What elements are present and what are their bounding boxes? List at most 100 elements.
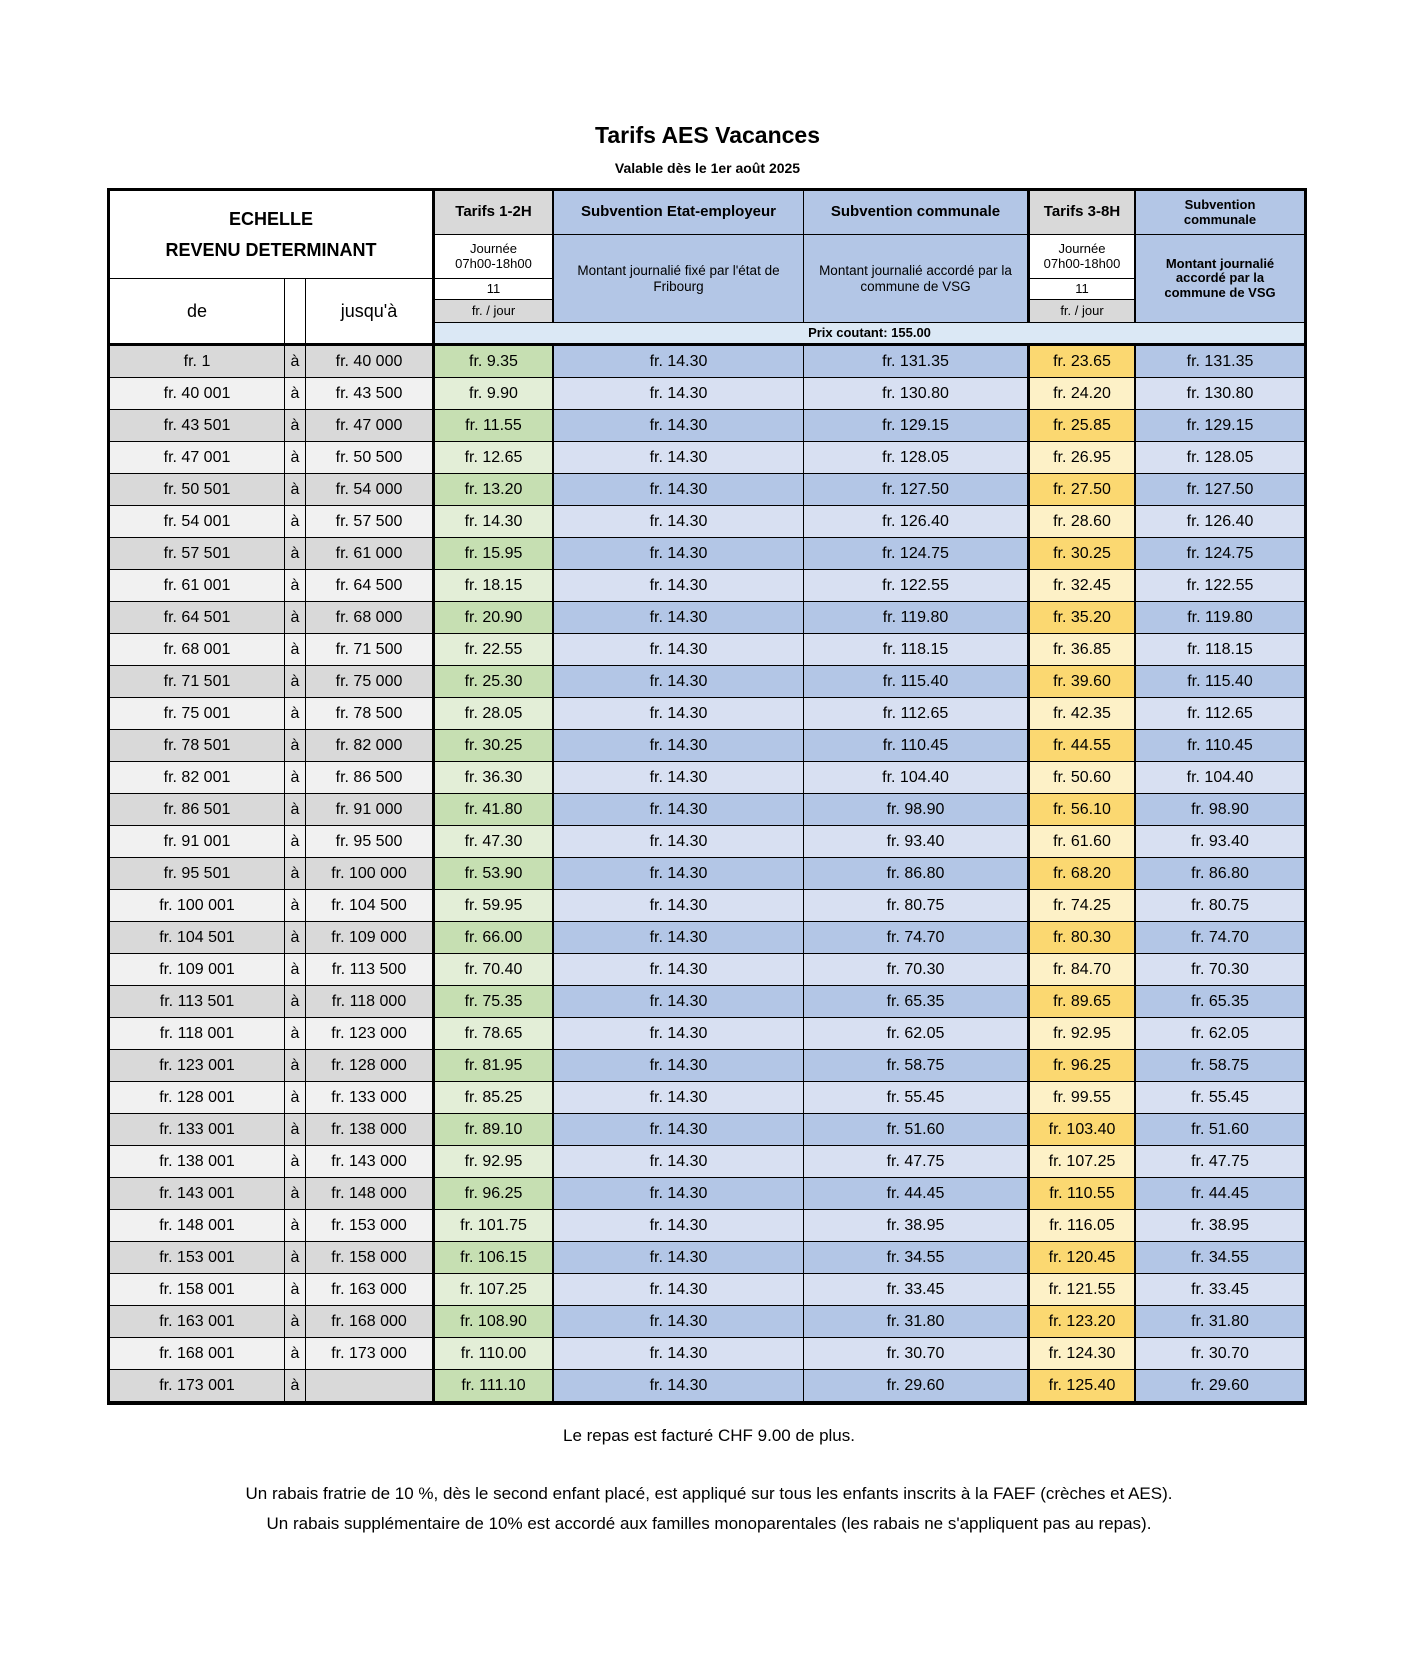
cell-jusqua: fr. 91 000	[306, 794, 433, 826]
cell-tarif-1-2h: fr. 14.30	[433, 506, 554, 538]
cell-tarif-3-8h: fr. 26.95	[1028, 442, 1136, 474]
cell-tarif-1-2h: fr. 47.30	[433, 826, 554, 858]
cell-tarif-1-2h: fr. 12.65	[433, 442, 554, 474]
cell-subvention-communale: fr. 51.60	[804, 1114, 1028, 1146]
subheader-unit-2: fr. / jour	[1028, 300, 1136, 323]
cell-subvention-communale: fr. 58.75	[804, 1050, 1028, 1082]
cell-tarif-1-2h: fr. 89.10	[433, 1114, 554, 1146]
cell-subvention-etat: fr. 14.30	[554, 1210, 804, 1242]
cell-jusqua: fr. 95 500	[306, 826, 433, 858]
cell-de: fr. 95 501	[110, 858, 285, 890]
cell-tarif-1-2h: fr. 53.90	[433, 858, 554, 890]
cell-de: fr. 47 001	[110, 442, 285, 474]
cell-jusqua: fr. 138 000	[306, 1114, 433, 1146]
cell-subvention-communale: fr. 31.80	[804, 1306, 1028, 1338]
cell-tarif-3-8h: fr. 50.60	[1028, 762, 1136, 794]
cell-de: fr. 1	[110, 346, 285, 378]
cell-separator: à	[285, 506, 306, 538]
cell-tarif-1-2h: fr. 15.95	[433, 538, 554, 570]
subheader-montant-commune-2: Montant journalié accordé par la commune…	[1136, 235, 1304, 323]
cell-separator: à	[285, 890, 306, 922]
cell-de: fr. 173 001	[110, 1370, 285, 1402]
cell-jusqua: fr. 43 500	[306, 378, 433, 410]
cell-de: fr. 78 501	[110, 730, 285, 762]
cell-tarif-3-8h: fr. 32.45	[1028, 570, 1136, 602]
cell-separator: à	[285, 1338, 306, 1370]
cell-de: fr. 50 501	[110, 474, 285, 506]
cell-tarif-1-2h: fr. 107.25	[433, 1274, 554, 1306]
cell-subvention-etat: fr. 14.30	[554, 1242, 804, 1274]
cell-subvention-communale: fr. 55.45	[804, 1082, 1028, 1114]
cell-subvention-etat: fr. 14.30	[554, 1146, 804, 1178]
cell-tarif-3-8h: fr. 35.20	[1028, 602, 1136, 634]
cell-tarif-1-2h: fr. 78.65	[433, 1018, 554, 1050]
cell-subvention-etat: fr. 14.30	[554, 346, 804, 378]
subheader-montant-etat: Montant journalié fixé par l'état de Fri…	[554, 235, 804, 323]
cell-subvention-communale-2: fr. 131.35	[1136, 346, 1304, 378]
cell-subvention-etat: fr. 14.30	[554, 634, 804, 666]
cell-tarif-1-2h: fr. 59.95	[433, 890, 554, 922]
cell-separator: à	[285, 634, 306, 666]
cell-subvention-communale: fr. 118.15	[804, 634, 1028, 666]
cell-subvention-etat: fr. 14.30	[554, 794, 804, 826]
cell-subvention-etat: fr. 14.30	[554, 1338, 804, 1370]
cell-de: fr. 163 001	[110, 1306, 285, 1338]
cell-subvention-communale-2: fr. 104.40	[1136, 762, 1304, 794]
cell-tarif-1-2h: fr. 108.90	[433, 1306, 554, 1338]
cell-subvention-etat: fr. 14.30	[554, 1306, 804, 1338]
cell-jusqua: fr. 57 500	[306, 506, 433, 538]
cell-jusqua: fr. 40 000	[306, 346, 433, 378]
cell-jusqua	[306, 1370, 433, 1402]
column-header-de: de	[110, 279, 285, 346]
cell-tarif-3-8h: fr. 116.05	[1028, 1210, 1136, 1242]
cell-separator: à	[285, 858, 306, 890]
column-header-separator	[285, 279, 306, 346]
cell-subvention-communale-2: fr. 70.30	[1136, 954, 1304, 986]
column-header-subvention-communale-2: Subvention communale	[1136, 191, 1304, 235]
cell-tarif-3-8h: fr. 110.55	[1028, 1178, 1136, 1210]
cell-separator: à	[285, 410, 306, 442]
cell-tarif-1-2h: fr. 66.00	[433, 922, 554, 954]
cell-subvention-communale-2: fr. 33.45	[1136, 1274, 1304, 1306]
cell-subvention-communale: fr. 34.55	[804, 1242, 1028, 1274]
cell-tarif-3-8h: fr. 80.30	[1028, 922, 1136, 954]
cell-de: fr. 133 001	[110, 1114, 285, 1146]
cell-jusqua: fr. 78 500	[306, 698, 433, 730]
cell-jusqua: fr. 118 000	[306, 986, 433, 1018]
cell-separator: à	[285, 1050, 306, 1082]
cell-subvention-communale: fr. 44.45	[804, 1178, 1028, 1210]
cell-subvention-communale-2: fr. 51.60	[1136, 1114, 1304, 1146]
cell-separator: à	[285, 1242, 306, 1274]
cell-subvention-communale-2: fr. 122.55	[1136, 570, 1304, 602]
cell-subvention-etat: fr. 14.30	[554, 602, 804, 634]
cell-subvention-etat: fr. 14.30	[554, 1050, 804, 1082]
cell-subvention-communale-2: fr. 47.75	[1136, 1146, 1304, 1178]
cell-subvention-communale: fr. 129.15	[804, 410, 1028, 442]
cell-subvention-etat: fr. 14.30	[554, 474, 804, 506]
cell-de: fr. 153 001	[110, 1242, 285, 1274]
cell-separator: à	[285, 1114, 306, 1146]
cell-subvention-communale-2: fr. 115.40	[1136, 666, 1304, 698]
cell-tarif-1-2h: fr. 36.30	[433, 762, 554, 794]
cell-subvention-etat: fr. 14.30	[554, 1018, 804, 1050]
cell-separator: à	[285, 1178, 306, 1210]
cell-subvention-etat: fr. 14.30	[554, 954, 804, 986]
cell-jusqua: fr. 168 000	[306, 1306, 433, 1338]
cell-subvention-communale: fr. 74.70	[804, 922, 1028, 954]
cell-tarif-1-2h: fr. 9.35	[433, 346, 554, 378]
cell-jusqua: fr. 104 500	[306, 890, 433, 922]
column-header-tarifs-1-2h: Tarifs 1-2H	[433, 191, 554, 235]
cell-jusqua: fr. 54 000	[306, 474, 433, 506]
cell-subvention-communale-2: fr. 65.35	[1136, 986, 1304, 1018]
cell-tarif-1-2h: fr. 101.75	[433, 1210, 554, 1242]
cell-subvention-communale: fr. 70.30	[804, 954, 1028, 986]
echelle-line1: ECHELLE	[228, 208, 313, 229]
cell-separator: à	[285, 922, 306, 954]
cell-tarif-3-8h: fr. 96.25	[1028, 1050, 1136, 1082]
cell-tarif-1-2h: fr. 18.15	[433, 570, 554, 602]
cell-jusqua: fr. 153 000	[306, 1210, 433, 1242]
cell-jusqua: fr. 173 000	[306, 1338, 433, 1370]
cell-jusqua: fr. 82 000	[306, 730, 433, 762]
cell-tarif-3-8h: fr. 24.20	[1028, 378, 1136, 410]
cell-de: fr. 68 001	[110, 634, 285, 666]
